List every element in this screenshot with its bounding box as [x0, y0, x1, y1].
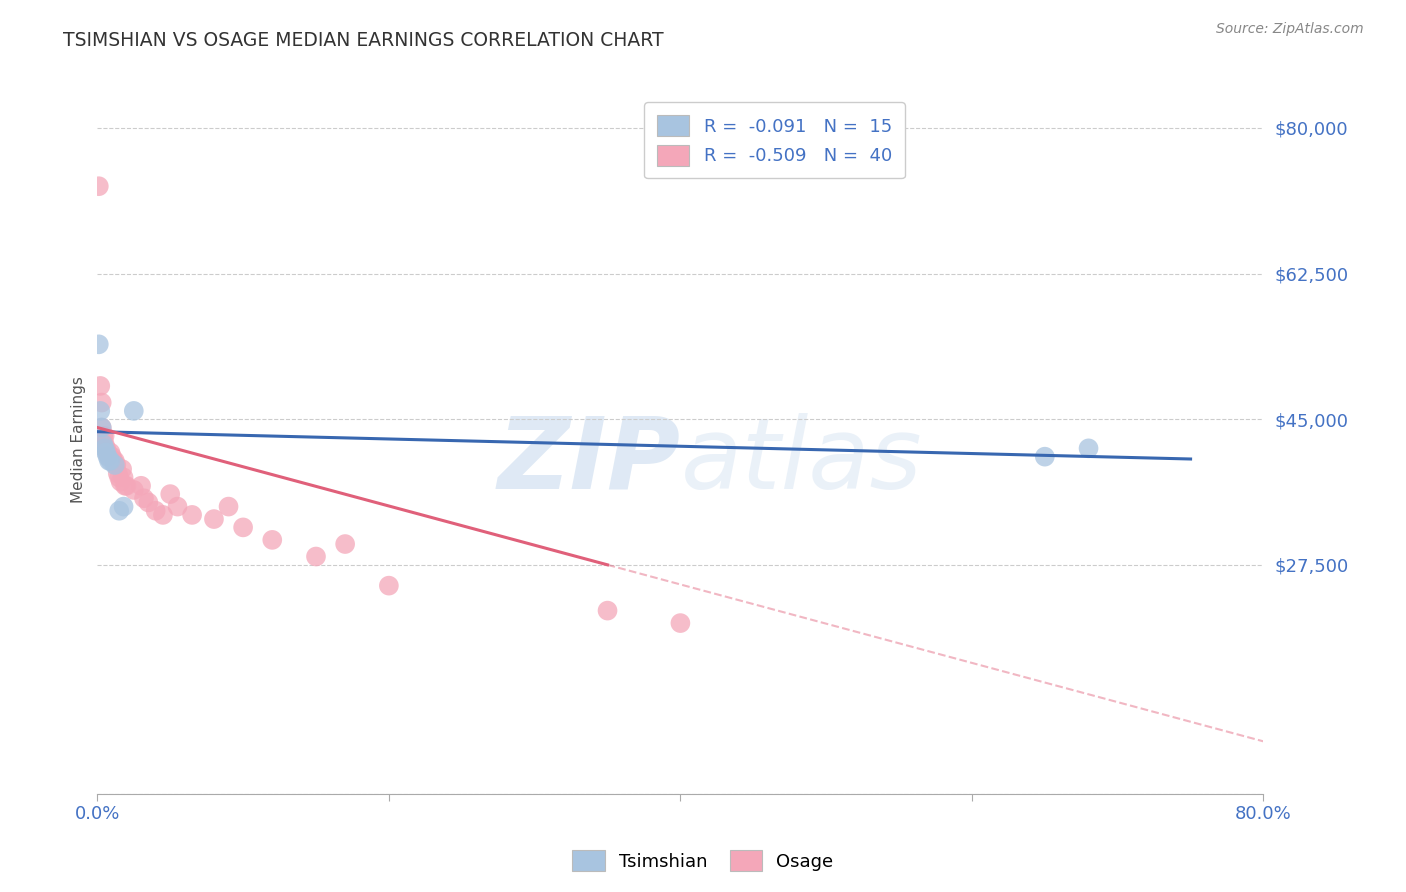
Point [96, 445, 118, 459]
Point [112, 500, 135, 514]
Point [114, 479, 136, 493]
Text: TSIMSHIAN VS OSAGE MEDIAN EARNINGS CORRELATION CHART: TSIMSHIAN VS OSAGE MEDIAN EARNINGS CORRE… [63, 31, 664, 50]
Point [89, 404, 111, 418]
Point [93, 429, 115, 443]
Point [333, 537, 356, 551]
Point [596, 604, 619, 618]
Point [129, 479, 152, 493]
Point [378, 579, 401, 593]
Point [305, 549, 328, 564]
Point [1033, 450, 1056, 464]
Point [115, 479, 138, 493]
Point [94, 445, 117, 459]
Point [107, 467, 129, 481]
Point [89, 379, 111, 393]
Point [166, 500, 188, 514]
Point [93, 442, 115, 456]
Point [122, 483, 145, 497]
Point [98, 454, 121, 468]
Text: ZIP: ZIP [498, 413, 681, 509]
Point [145, 504, 167, 518]
Point [103, 454, 125, 468]
Point [90, 420, 112, 434]
Point [669, 616, 692, 631]
Point [110, 475, 132, 489]
Text: Source: ZipAtlas.com: Source: ZipAtlas.com [1216, 22, 1364, 37]
Point [232, 520, 254, 534]
Point [152, 508, 174, 522]
Point [105, 458, 128, 472]
Point [87, 179, 110, 194]
Point [87, 337, 110, 351]
Point [202, 512, 225, 526]
Point [132, 491, 155, 506]
Point [218, 500, 240, 514]
Point [111, 462, 134, 476]
Legend: Tsimshian, Osage: Tsimshian, Osage [565, 843, 841, 879]
Point [100, 454, 122, 468]
Point [90, 395, 112, 409]
Point [93, 437, 115, 451]
Point [104, 454, 127, 468]
Point [138, 495, 160, 509]
Point [91, 437, 114, 451]
Legend: R =  -0.091   N =  15, R =  -0.509   N =  40: R = -0.091 N = 15, R = -0.509 N = 40 [644, 103, 904, 178]
Point [262, 533, 284, 547]
Point [101, 450, 124, 464]
Point [1077, 442, 1099, 456]
Point [100, 445, 122, 459]
Point [98, 450, 121, 464]
Point [108, 504, 131, 518]
Point [159, 487, 181, 501]
Point [90, 420, 112, 434]
Point [108, 470, 131, 484]
Point [122, 404, 145, 418]
Point [91, 429, 114, 443]
Y-axis label: Median Earnings: Median Earnings [72, 376, 86, 503]
Point [112, 470, 135, 484]
Point [104, 458, 127, 472]
Point [94, 442, 117, 456]
Point [96, 450, 118, 464]
Text: atlas: atlas [681, 413, 922, 509]
Point [181, 508, 204, 522]
